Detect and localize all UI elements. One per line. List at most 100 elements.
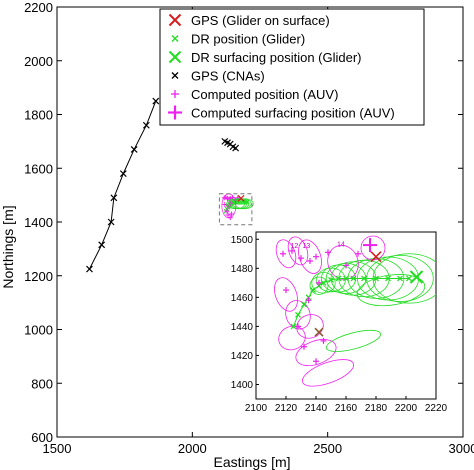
inset-dr-track bbox=[293, 277, 409, 327]
inset-x-tick-label: 2180 bbox=[365, 403, 388, 414]
legend-label: Computed position (AUV) bbox=[191, 87, 338, 102]
y-tick-label: 1800 bbox=[24, 108, 53, 123]
inset-x-tick-label: 2140 bbox=[305, 403, 328, 414]
y-tick-label: 800 bbox=[31, 376, 53, 391]
legend-marker bbox=[168, 13, 182, 27]
legend-marker-stroke-b bbox=[171, 35, 179, 42]
inset-dr-point bbox=[343, 275, 349, 282]
inset-start-point bbox=[314, 327, 324, 337]
y-tick-label: 1400 bbox=[24, 215, 53, 230]
cna-gps-point-stroke-b bbox=[152, 97, 160, 105]
inset-dr-point bbox=[290, 323, 297, 330]
inset-dr-point bbox=[295, 311, 301, 318]
inset-dr-point bbox=[320, 279, 327, 286]
cna-gps-point bbox=[152, 97, 160, 105]
x-tick-label: 3000 bbox=[449, 441, 474, 456]
inset-y-tick-label: 1420 bbox=[231, 351, 254, 362]
cna-gps-point-stroke-b bbox=[221, 137, 229, 145]
y-tick-label: 2200 bbox=[24, 0, 53, 15]
inset-dr-point-stroke-b bbox=[328, 276, 334, 283]
inset-dr-point-stroke-b bbox=[361, 275, 367, 282]
main-gps-surface-point-stroke-b bbox=[237, 194, 245, 202]
cna-gps-point bbox=[86, 265, 93, 273]
inset-plot: 12 13 14 2100 2120 2140 2160 2180 2200 2220 1400 14… bbox=[231, 231, 448, 414]
inset-auv-point bbox=[343, 262, 349, 269]
y-tick-label: 1000 bbox=[24, 323, 53, 338]
cna-gps-point bbox=[110, 194, 118, 202]
legend-label: DR surfacing position (Glider) bbox=[191, 50, 362, 65]
inset-start-point-stroke-b bbox=[314, 327, 324, 337]
inset-dr-point-stroke-b bbox=[350, 275, 357, 282]
inset-dr-surfacing-point bbox=[409, 270, 424, 284]
cna-gps-point bbox=[119, 170, 127, 178]
x-tick-label: 2000 bbox=[178, 441, 207, 456]
cna-gps-point-stroke-b bbox=[232, 144, 240, 152]
inset-auv-ellipse bbox=[287, 236, 309, 266]
cna-gps-point-stroke-b bbox=[86, 265, 93, 273]
legend-label: GPS (CNAs) bbox=[191, 69, 265, 84]
inset-auv-ellipse bbox=[296, 314, 324, 339]
y-tick-label: 1200 bbox=[24, 269, 53, 284]
inset-auv-point bbox=[283, 287, 289, 294]
inset-y-tick-label: 1460 bbox=[231, 293, 254, 304]
cna-gps-point-stroke-b bbox=[224, 139, 231, 147]
main-dr-point-stroke-b bbox=[244, 200, 250, 205]
cna-gps-point bbox=[232, 144, 240, 152]
inset-y-tick-label: 1480 bbox=[231, 264, 254, 275]
main-dr-point-stroke-b bbox=[243, 200, 248, 205]
cna-gps-point-stroke-b bbox=[119, 170, 127, 178]
cna-gps-point bbox=[107, 218, 115, 226]
inset-dr-point bbox=[350, 275, 357, 282]
cna-gps-point-stroke-b bbox=[229, 143, 237, 151]
inset-auv-point bbox=[305, 297, 312, 304]
cna-gps-point bbox=[130, 146, 138, 153]
inset-x-tick-label: 2200 bbox=[395, 403, 418, 414]
inset-auv-point bbox=[280, 250, 286, 257]
cna-gps-point-stroke-b bbox=[110, 194, 118, 202]
inset-dr-point bbox=[406, 275, 412, 282]
main-dr-ellipse bbox=[234, 198, 254, 210]
inset-auv-point bbox=[316, 279, 322, 286]
inset-dr-point bbox=[328, 276, 334, 283]
cna-track-line bbox=[89, 100, 157, 270]
inset-dr-point-stroke-b bbox=[295, 311, 301, 318]
inset-auv-point bbox=[298, 255, 304, 262]
inset-auv-point bbox=[301, 343, 307, 350]
inset-auv-point bbox=[313, 253, 319, 260]
legend-label: Computed surfacing position (AUV) bbox=[191, 106, 395, 121]
inset-auv-point bbox=[295, 323, 301, 330]
legend-marker-stroke-b bbox=[168, 50, 182, 64]
legend-marker-stroke-b bbox=[171, 72, 179, 79]
inset-auv-surfacing-point bbox=[363, 238, 377, 253]
legend-marker bbox=[171, 35, 179, 42]
inset-x-tick-label: 2120 bbox=[275, 403, 298, 414]
inset-auv-point bbox=[355, 250, 361, 257]
main-auv-point bbox=[229, 211, 235, 217]
inset-sequence-label: 12 bbox=[291, 243, 299, 250]
inset-dr-point-stroke-b bbox=[310, 287, 316, 294]
inset-x-tick-label: 2220 bbox=[425, 403, 448, 414]
legend-box bbox=[159, 8, 425, 126]
legend-label: DR position (Glider) bbox=[191, 32, 305, 47]
legend-label: GPS (Glider on surface) bbox=[191, 13, 330, 28]
inset-auv-point bbox=[320, 337, 327, 344]
inset-dr-point bbox=[310, 287, 316, 294]
cna-gps-point-stroke-b bbox=[130, 146, 138, 153]
inset-dr-ellipse bbox=[309, 276, 329, 295]
cna-gps-point-stroke-b bbox=[107, 218, 115, 226]
inset-x-tick-label: 2100 bbox=[245, 403, 268, 414]
inset-y-tick-label: 1400 bbox=[231, 380, 254, 391]
inset-content: 12 13 14 bbox=[274, 235, 436, 387]
cna-gps-point-stroke-b bbox=[98, 241, 106, 249]
y-tick-label: 2000 bbox=[24, 54, 53, 69]
inset-dr-point bbox=[397, 275, 403, 282]
inset-auv-point bbox=[307, 258, 313, 265]
cna-gps-point bbox=[142, 121, 150, 129]
cna-gps-point bbox=[98, 241, 106, 249]
y-axis-label: Northings [m] bbox=[0, 205, 16, 288]
inset-gps-surface-point-stroke-b bbox=[370, 251, 382, 263]
inset-dr-point-stroke-b bbox=[320, 279, 327, 286]
inset-gps-surface-point bbox=[370, 251, 382, 263]
inset-dr-ellipse-large bbox=[356, 274, 426, 307]
